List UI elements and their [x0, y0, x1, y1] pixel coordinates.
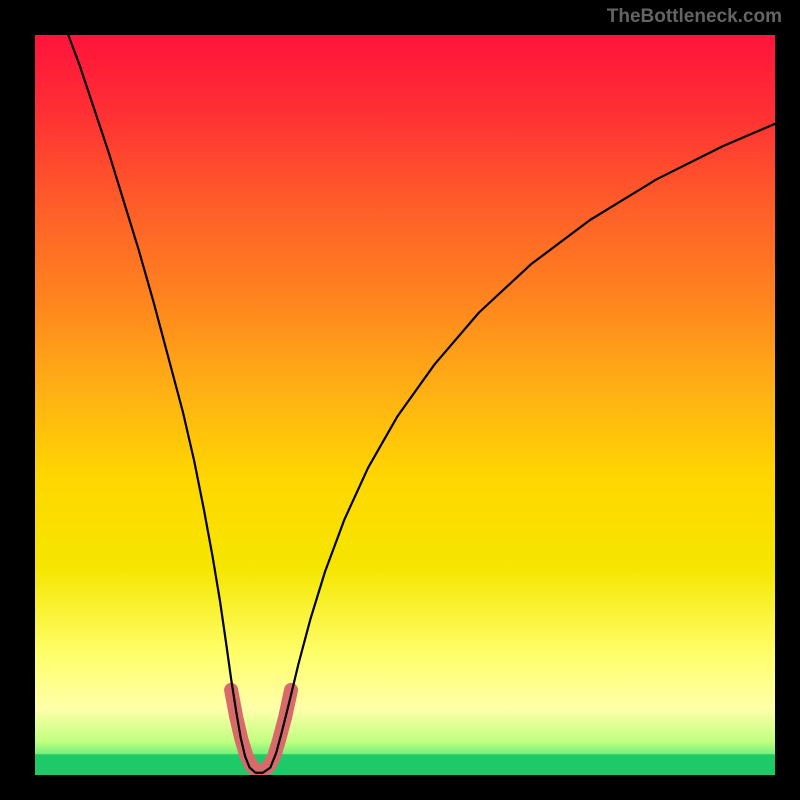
watermark-text: TheBottleneck.com — [607, 6, 782, 28]
chart-main-curve — [68, 35, 775, 773]
chart-curves — [35, 35, 775, 775]
chart-plot-area — [35, 35, 775, 775]
